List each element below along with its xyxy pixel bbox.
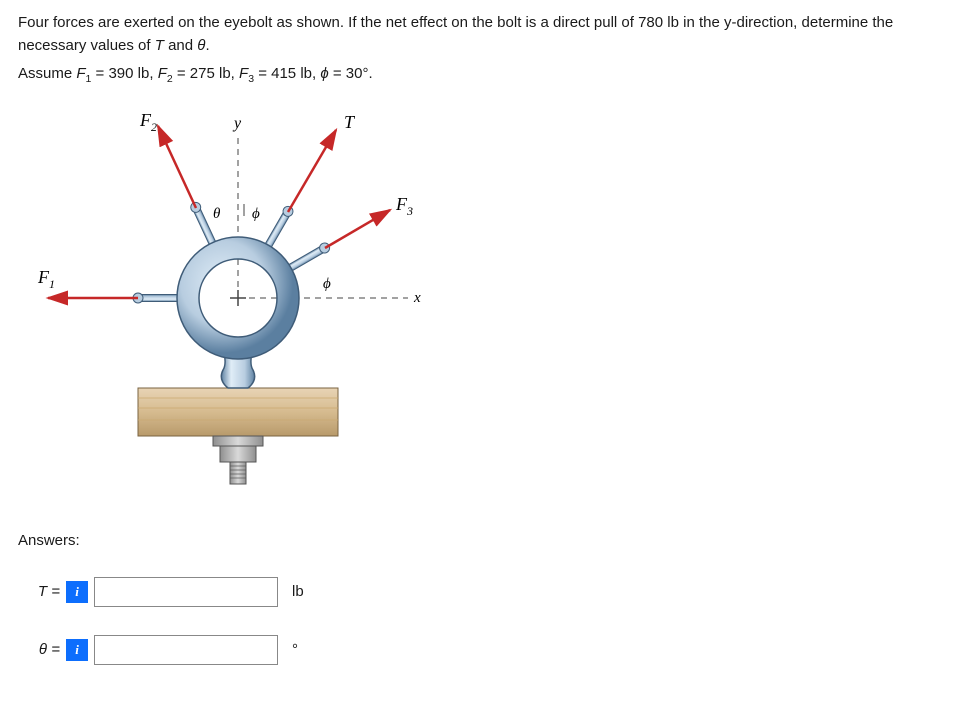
f3-diagram-label: F3 bbox=[395, 194, 413, 218]
info-icon[interactable]: i bbox=[66, 639, 88, 661]
answers-heading: Answers: bbox=[18, 532, 942, 549]
t-diagram-label: T bbox=[344, 112, 356, 132]
problem-statement: Four forces are exerted on the eyebolt a… bbox=[18, 12, 942, 57]
text: . bbox=[205, 37, 209, 54]
phi-angle-label-1: ϕ bbox=[252, 206, 260, 222]
answer-var-theta: θ = bbox=[18, 641, 66, 658]
unit-lb: lb bbox=[292, 583, 304, 600]
f2-label: F bbox=[158, 65, 167, 82]
text: = 30°. bbox=[329, 65, 373, 82]
f3-label: F bbox=[239, 65, 248, 82]
text: = 275 lb, bbox=[173, 65, 239, 82]
answer-input-T[interactable] bbox=[94, 577, 278, 607]
text: = 390 lb, bbox=[91, 65, 157, 82]
answer-var-T: T = bbox=[18, 583, 66, 600]
f1-label: F bbox=[76, 65, 85, 82]
phi-label: ϕ bbox=[320, 65, 328, 82]
var-T: T bbox=[155, 37, 164, 54]
f2-diagram-label: F2 bbox=[139, 110, 157, 134]
y-axis-label: y bbox=[232, 115, 242, 132]
info-icon[interactable]: i bbox=[66, 581, 88, 603]
problem-assumptions: Assume F1 = 390 lb, F2 = 275 lb, F3 = 41… bbox=[18, 63, 942, 88]
eyebolt-diagram: x y F1 F2 T F3 θ ϕ ϕ bbox=[18, 108, 942, 502]
text: and bbox=[164, 37, 197, 54]
answer-row-T: T = i lb bbox=[18, 577, 942, 607]
answer-input-theta[interactable] bbox=[94, 635, 278, 665]
theta-angle-label: θ bbox=[213, 206, 221, 222]
phi-angle-label-2: ϕ bbox=[323, 276, 331, 292]
f1-diagram-label: F1 bbox=[37, 267, 55, 291]
answer-row-theta: θ = i ° bbox=[18, 635, 942, 665]
unit-deg: ° bbox=[292, 641, 298, 658]
x-axis-label: x bbox=[413, 290, 421, 306]
text: = 415 lb, bbox=[254, 65, 320, 82]
text: Four forces are exerted on the eyebolt a… bbox=[18, 14, 893, 54]
text: Assume bbox=[18, 65, 76, 82]
